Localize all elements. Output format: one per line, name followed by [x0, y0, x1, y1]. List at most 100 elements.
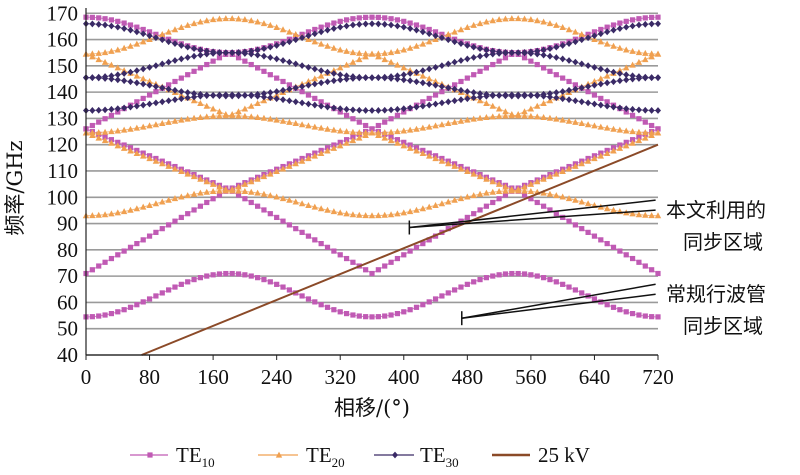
series-1-band-2-point — [317, 124, 325, 131]
series-0-band-1-point — [286, 222, 292, 228]
series-1-band-1-point — [305, 155, 312, 162]
series-2-band-3-point — [121, 25, 128, 32]
series-1-band-4-point — [286, 28, 293, 35]
series-1-band-0-point — [635, 211, 643, 218]
series-2-band-0-point — [648, 107, 655, 114]
series-0-band-0-point — [655, 314, 661, 320]
series-1-band-0-point — [400, 209, 407, 216]
series-2-band-2-point — [419, 67, 426, 75]
series-1-band-2-point — [642, 129, 649, 136]
series-2-band-3-point — [394, 22, 401, 30]
series-2-band-1-point — [191, 90, 198, 97]
y-tick-label: 140 — [47, 80, 79, 104]
series-1-band-2-point — [546, 114, 554, 121]
legend-item-te30: TE30 — [374, 443, 459, 470]
series-0-band-3-point — [197, 65, 203, 71]
series-0-band-3-point — [134, 99, 140, 105]
series-1-band-4-point — [133, 40, 141, 47]
series-2-band-3-point — [566, 40, 573, 48]
series-2-band-2-point — [165, 58, 172, 66]
series-2-band-0-point — [591, 100, 598, 108]
series-1-band-3-point — [133, 72, 141, 79]
series-1-band-3-point — [114, 64, 121, 71]
series-2-band-1-point — [419, 79, 426, 87]
series-2-band-3-point — [260, 45, 267, 53]
series-1-band-2-point — [489, 113, 496, 120]
series-1-band-0-point — [483, 189, 490, 196]
series-1-band-0-point — [120, 208, 128, 215]
series-0-band-3-point — [547, 68, 553, 74]
series-2-band-3-point — [470, 43, 477, 51]
series-1-band-1-point — [209, 180, 217, 187]
series-0-band-0-point — [445, 290, 451, 296]
series-0-band-0-point — [610, 304, 617, 310]
series-0-band-4-point — [629, 17, 636, 23]
series-0-band-1-point — [216, 192, 223, 198]
series-1-band-1-point — [394, 139, 401, 146]
series-1-band-3-point — [241, 105, 249, 112]
series-2-band-0-point — [356, 106, 363, 114]
series-0-band-0-point — [649, 314, 655, 320]
series-2-band-2-point — [553, 54, 560, 61]
series-1-band-1-point — [508, 186, 516, 193]
gridlines — [86, 12, 658, 356]
series-2-band-2-point — [95, 73, 102, 81]
series-2-band-3-point — [578, 36, 585, 44]
series-2-band-1-point — [152, 83, 159, 90]
series-0-band-4-point — [343, 17, 350, 23]
series-2-band-1-point — [616, 77, 623, 85]
series-2-band-3-point — [108, 22, 115, 30]
series-0-band-4-point — [610, 22, 617, 28]
series-1-band-2-point — [457, 117, 465, 124]
series-1-band-1-point — [228, 186, 236, 193]
series-2-band-0-point — [267, 94, 274, 102]
annotation-2-line1: 常规行波管 — [666, 282, 766, 306]
series-0-band-1-point — [89, 267, 95, 273]
series-1-band-1-point — [521, 183, 528, 190]
series-1-band-4-point — [248, 17, 255, 24]
series-1-band-0-point — [241, 188, 249, 195]
series-2-band-1-point — [114, 76, 121, 84]
series-1-band-0-point — [457, 195, 465, 202]
series-1-band-4-point — [222, 15, 230, 22]
series-2-band-3-point — [248, 47, 255, 55]
series-0-band-3-point — [261, 68, 267, 74]
series-1-band-1-point — [470, 170, 477, 177]
series-0-band-3-point — [274, 75, 280, 81]
series-1-band-1-point — [572, 162, 579, 169]
series-2-band-3-point — [445, 36, 452, 44]
series-2-band-2-point — [349, 73, 356, 80]
series-1-band-1-point — [426, 152, 433, 159]
series-0-band-0-point — [324, 304, 331, 310]
series-1-band-2-point — [464, 116, 471, 123]
y-tick-label: 90 — [57, 212, 78, 236]
legend: TE10 TE20 TE30 25 kV — [130, 443, 590, 470]
series-0-band-0-point — [471, 279, 477, 285]
series-0-band-3-point — [185, 72, 191, 78]
series-2-band-3-point — [489, 47, 496, 55]
series-0-band-0-point — [541, 275, 547, 281]
series-2-band-2-point — [432, 63, 439, 71]
series-0-band-1-point — [566, 218, 572, 224]
series-0-band-0-point — [420, 302, 426, 308]
series-2-band-3-point — [508, 49, 515, 57]
series-1-band-2-point — [419, 124, 427, 131]
series-2-band-2-point — [362, 74, 369, 81]
series-1-band-2-point — [381, 129, 388, 136]
series-2-band-0-point — [400, 105, 407, 113]
series-1-band-0-point — [406, 208, 414, 215]
series-2-band-3-point — [184, 43, 191, 51]
series-0-band-1-point — [166, 222, 172, 228]
series-1-band-2-point — [502, 112, 509, 119]
series-2-band-3-point — [152, 34, 159, 42]
series-2-band-3-point — [464, 42, 471, 49]
series-2-band-1-point — [222, 92, 229, 100]
series-2-band-3-point — [381, 20, 388, 28]
series-2-band-3-point — [140, 30, 147, 38]
series-2-band-1-point — [451, 85, 458, 93]
legend-25kv-label: 25 kV — [538, 443, 590, 467]
series-0-band-2-point — [108, 137, 115, 143]
series-2-band-0-point — [546, 93, 553, 101]
series-2-band-3-point — [591, 32, 598, 40]
series-0-band-4-point — [598, 26, 604, 33]
